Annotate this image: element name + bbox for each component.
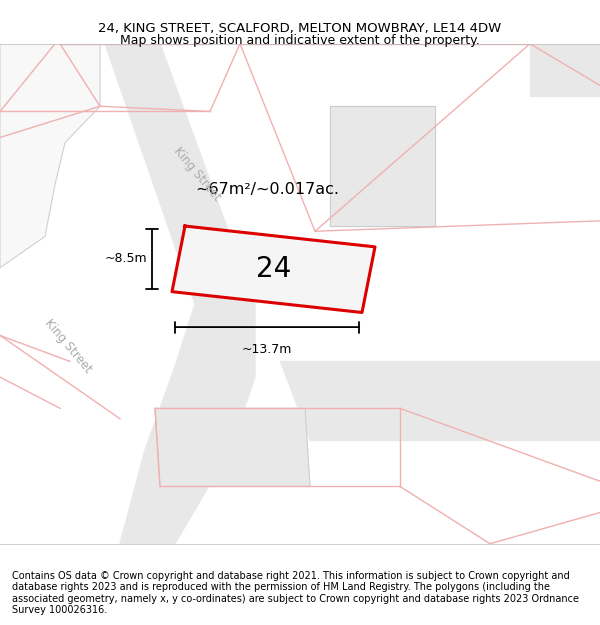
Polygon shape (0, 44, 600, 544)
Text: ~8.5m: ~8.5m (104, 253, 147, 266)
Polygon shape (155, 408, 310, 486)
Polygon shape (105, 44, 255, 544)
Text: ~67m²/~0.017ac.: ~67m²/~0.017ac. (195, 182, 339, 197)
Polygon shape (330, 106, 435, 226)
Text: King Street: King Street (171, 144, 223, 203)
Text: 24, KING STREET, SCALFORD, MELTON MOWBRAY, LE14 4DW: 24, KING STREET, SCALFORD, MELTON MOWBRA… (98, 22, 502, 35)
Text: King Street: King Street (42, 316, 94, 375)
Text: ~13.7m: ~13.7m (242, 342, 292, 356)
Polygon shape (530, 44, 600, 96)
Text: Map shows position and indicative extent of the property.: Map shows position and indicative extent… (120, 34, 480, 48)
Polygon shape (172, 226, 375, 312)
Polygon shape (280, 361, 600, 439)
Polygon shape (0, 44, 100, 273)
Polygon shape (0, 44, 100, 268)
Text: 24: 24 (256, 255, 291, 283)
Text: Contains OS data © Crown copyright and database right 2021. This information is : Contains OS data © Crown copyright and d… (12, 571, 579, 616)
